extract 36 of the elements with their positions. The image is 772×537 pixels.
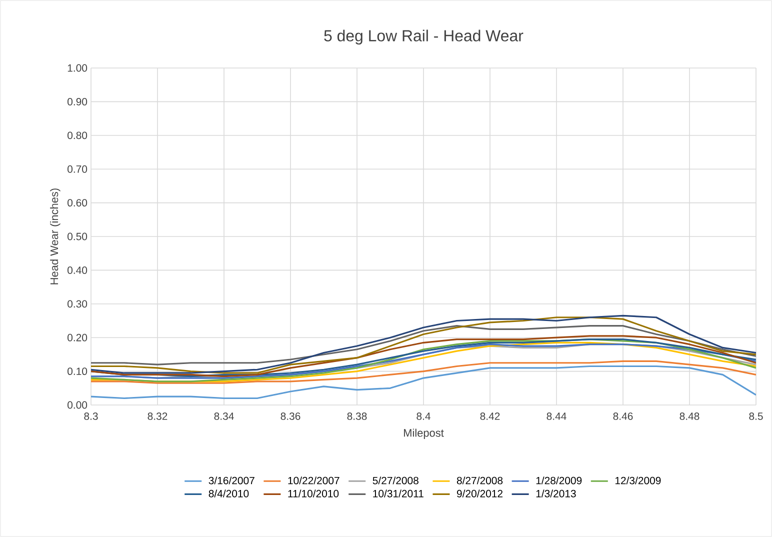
legend-label: 9/20/2012	[456, 490, 502, 498]
x-tick-label: 8.42	[480, 412, 500, 420]
y-axis-title: Head Wear (inches)	[50, 188, 60, 284]
y-tick-label: 0.30	[68, 300, 88, 308]
x-tick-label: 8.4	[416, 412, 430, 420]
y-tick-label: 0.90	[68, 98, 88, 106]
legend-label: 1/3/2013	[536, 490, 576, 498]
legend-label: 1/28/2009	[536, 476, 582, 484]
x-tick-label: 8.38	[347, 412, 367, 420]
y-tick-label: 0.00	[68, 401, 88, 409]
legend-label: 12/3/2009	[615, 476, 661, 484]
x-tick-label: 8.3	[84, 412, 98, 420]
legend-label: 11/10/2010	[288, 490, 339, 498]
y-tick-label: 0.40	[68, 266, 88, 274]
y-tick-label: 0.80	[68, 132, 88, 140]
x-tick-label: 8.5	[749, 412, 763, 420]
x-tick-label: 8.32	[148, 412, 168, 420]
chart-title: 5 deg Low Rail - Head Wear	[324, 30, 524, 45]
legend-label: 10/31/2011	[373, 490, 424, 498]
legend-label: 10/22/2007	[288, 476, 340, 484]
x-tick-label: 8.36	[280, 412, 300, 420]
x-tick-label: 8.46	[613, 412, 633, 420]
y-tick-label: 0.70	[68, 165, 88, 173]
y-tick-label: 0.10	[68, 368, 88, 376]
x-tick-label: 8.48	[680, 412, 700, 420]
legend-label: 8/4/2010	[208, 490, 249, 498]
y-tick-label: 0.60	[68, 199, 88, 207]
y-tick-label: 1.00	[68, 64, 88, 72]
x-tick-label: 8.44	[546, 412, 566, 420]
y-tick-label: 0.20	[68, 334, 88, 342]
x-axis-title: Milepost	[404, 428, 444, 439]
legend-label: 8/27/2008	[456, 476, 503, 484]
y-tick-label: 0.50	[68, 232, 88, 240]
x-tick-label: 8.34	[214, 412, 234, 420]
legend-label: 3/16/2007	[208, 476, 254, 484]
legend-label: 5/27/2008	[372, 476, 418, 484]
